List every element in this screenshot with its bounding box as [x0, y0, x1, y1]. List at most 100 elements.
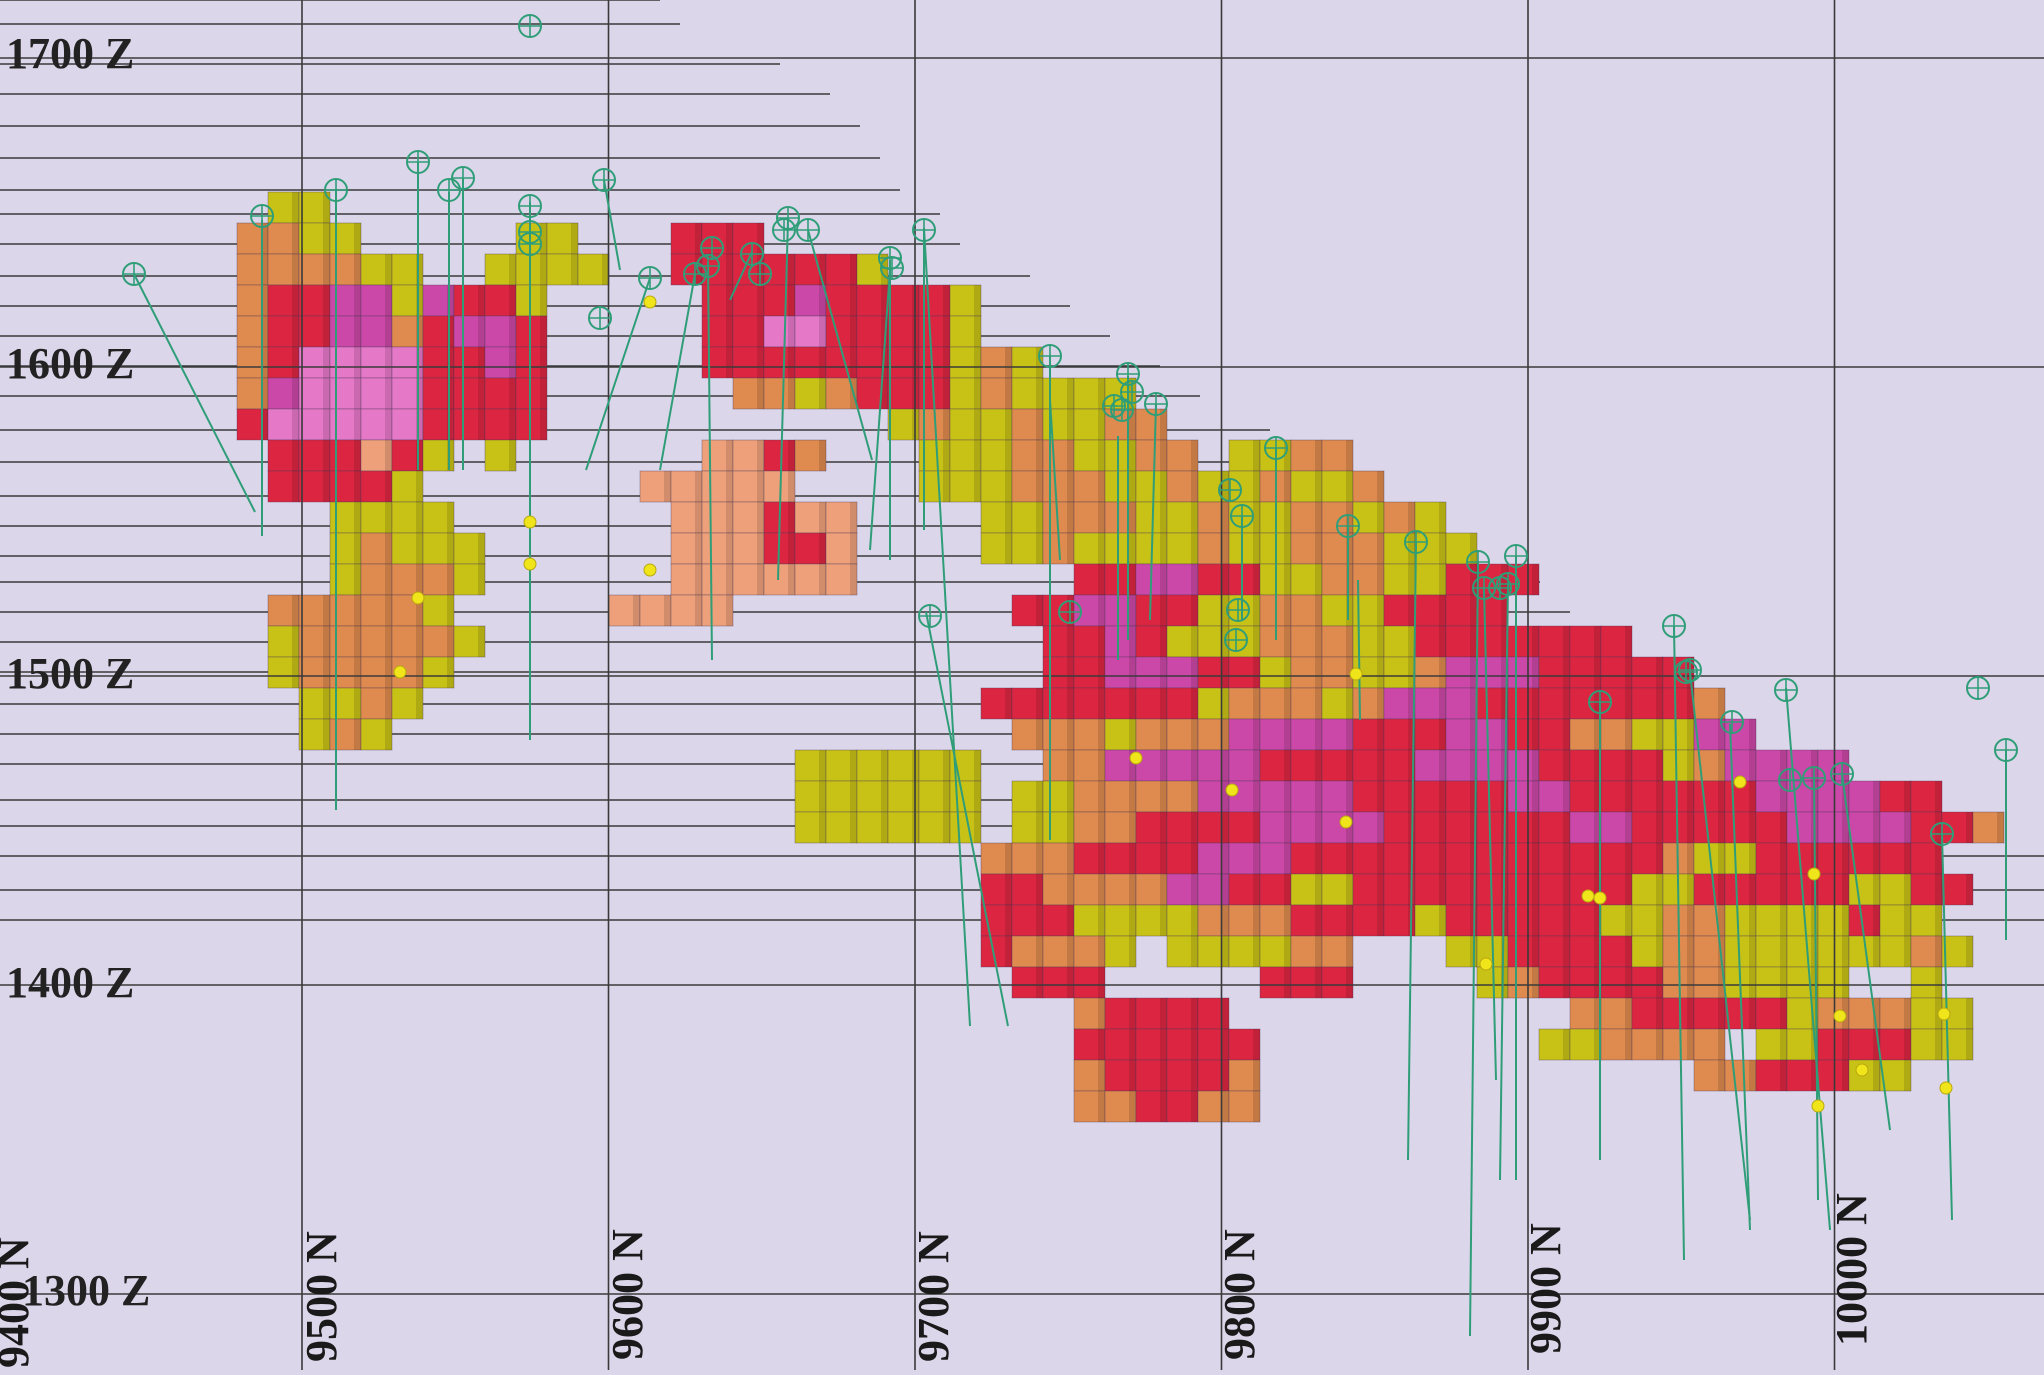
block-shade — [1284, 719, 1291, 750]
block-shade — [354, 254, 361, 285]
drillhole-trace — [729, 251, 753, 301]
block — [360, 687, 393, 720]
block-shade — [1036, 719, 1043, 750]
block — [1197, 1028, 1230, 1061]
block-shade — [788, 316, 795, 347]
block-shade — [819, 781, 826, 812]
block-shade — [1935, 781, 1942, 812]
block-shade — [850, 254, 857, 285]
assay-marker — [411, 591, 425, 605]
block-shade — [1718, 998, 1725, 1029]
block-shade — [1346, 471, 1353, 502]
block-shade — [1036, 688, 1043, 719]
block-shade — [788, 254, 795, 285]
block-shade — [1284, 502, 1291, 533]
northing-label-9800: 9800 N — [1215, 1229, 1264, 1360]
block-shade — [943, 378, 950, 409]
block — [1011, 873, 1044, 906]
block-shade — [416, 471, 423, 502]
block — [1693, 687, 1726, 720]
block-shade — [1532, 812, 1539, 843]
block-shade — [354, 688, 361, 719]
assay-marker — [1807, 867, 1821, 881]
block — [856, 253, 889, 286]
block — [1228, 563, 1261, 596]
block-shade — [1346, 812, 1353, 843]
block — [918, 811, 951, 844]
block-shade — [1160, 657, 1167, 688]
block-shade — [1346, 967, 1353, 998]
block-shade — [1780, 905, 1787, 936]
block-shade — [1098, 1060, 1105, 1091]
block — [453, 315, 486, 348]
block-shade — [1284, 440, 1291, 471]
block-shade — [261, 254, 268, 285]
block-shade — [323, 409, 330, 440]
block-shade — [1532, 874, 1539, 905]
block-shade — [1222, 595, 1229, 626]
block-shade — [1780, 843, 1787, 874]
block — [1445, 935, 1478, 968]
block — [1724, 1059, 1757, 1092]
block-shade — [1439, 719, 1446, 750]
block-shade — [1532, 719, 1539, 750]
block — [1104, 1090, 1137, 1123]
block-shade — [1160, 1060, 1167, 1091]
block-shade — [1873, 905, 1880, 936]
block-shade — [695, 595, 702, 626]
block — [1042, 904, 1075, 937]
block-shade — [1129, 502, 1136, 533]
block-shade — [695, 533, 702, 564]
block — [1197, 935, 1230, 968]
block-shade — [819, 750, 826, 781]
block — [1042, 966, 1075, 999]
block — [1259, 811, 1292, 844]
block-shade — [1067, 936, 1074, 967]
block — [887, 780, 920, 813]
block-shade — [292, 254, 299, 285]
block-shade — [1439, 688, 1446, 719]
block-shade — [323, 471, 330, 502]
block-shade — [1284, 471, 1291, 502]
block-shade — [1067, 440, 1074, 471]
block-shade — [354, 564, 361, 595]
block — [1228, 749, 1261, 782]
block — [1724, 873, 1757, 906]
block — [701, 284, 734, 317]
block-shade — [1501, 967, 1508, 998]
block-shade — [1005, 347, 1012, 378]
block — [1290, 656, 1323, 689]
block-shade — [1718, 1060, 1725, 1091]
block-shade — [974, 471, 981, 502]
block-shade — [1842, 812, 1849, 843]
block — [1321, 625, 1354, 658]
block-shade — [261, 409, 268, 440]
block-shade — [1036, 533, 1043, 564]
drillhole-trace — [603, 179, 621, 271]
block-shade — [1439, 843, 1446, 874]
block — [1197, 594, 1230, 627]
block — [980, 439, 1013, 472]
block — [1290, 811, 1323, 844]
block — [267, 284, 300, 317]
block-shade — [1780, 1060, 1787, 1091]
block — [1414, 749, 1447, 782]
block-shade — [1842, 967, 1849, 998]
block — [1910, 966, 1943, 999]
block-shade — [1005, 502, 1012, 533]
block — [1383, 532, 1416, 565]
block-shade — [1656, 657, 1663, 688]
assay-marker — [643, 563, 657, 577]
block-shade — [881, 781, 888, 812]
block-shade — [1563, 657, 1570, 688]
block — [794, 377, 827, 410]
block-shade — [1067, 781, 1074, 812]
block — [453, 408, 486, 441]
block-shade — [1346, 657, 1353, 688]
block-shade — [1904, 781, 1911, 812]
block — [1073, 749, 1106, 782]
block — [1662, 1028, 1695, 1061]
block — [1724, 842, 1757, 875]
block-shade — [1873, 843, 1880, 874]
block-shade — [1842, 750, 1849, 781]
